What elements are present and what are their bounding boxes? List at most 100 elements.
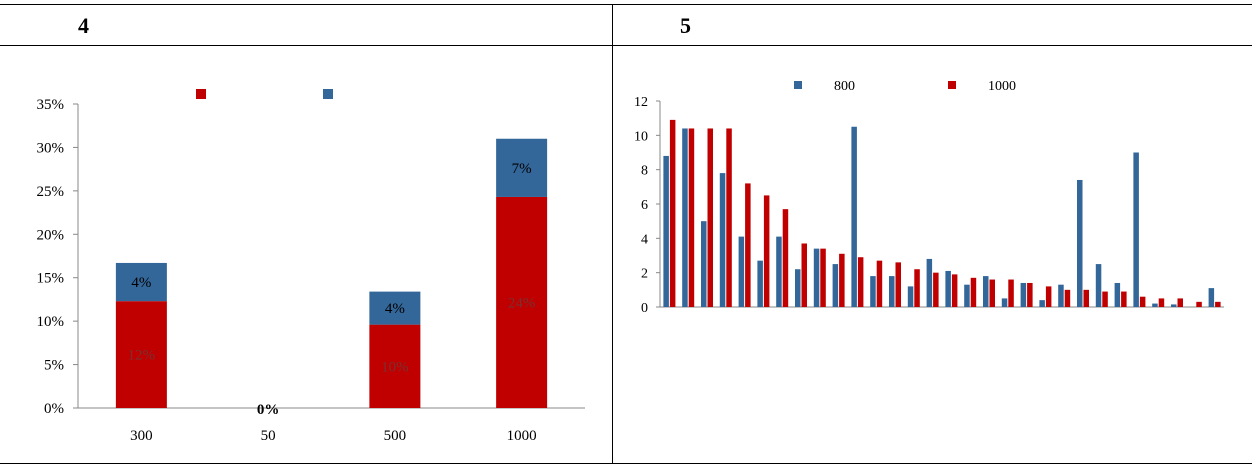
bar: [989, 279, 995, 307]
table-top-border: [0, 4, 1252, 5]
bar: [745, 183, 751, 307]
bar: [1027, 282, 1033, 307]
bar: [1139, 296, 1146, 307]
bar: [1121, 291, 1127, 307]
bar: [926, 258, 933, 307]
data-label: 7%: [512, 161, 532, 177]
bar: [707, 128, 713, 307]
bar: [857, 257, 864, 307]
legend-marker: [794, 81, 802, 89]
stacked-bar-chart: 0% 5% 10% 15% 20% 25% 30% 35% 300 12% 4% 50 0% 500 10%…: [37, 89, 585, 444]
y-tick-label: 12: [634, 95, 648, 110]
x-tick-label: 500: [384, 428, 407, 444]
bar: [870, 276, 876, 307]
bar: [669, 119, 676, 307]
y-tick-label: 5%: [44, 358, 64, 374]
bar: [726, 128, 732, 307]
bar: [1001, 298, 1008, 307]
data-label: 12%: [128, 348, 156, 364]
y-tick-label: 4: [641, 232, 648, 247]
bar: [719, 173, 726, 307]
bar: [782, 209, 789, 307]
bar: [1045, 286, 1052, 307]
x-tick-label: 50: [261, 428, 276, 444]
bar: [832, 264, 839, 307]
bar: [820, 248, 826, 307]
data-label: 4%: [385, 301, 405, 317]
bar: [1208, 288, 1215, 307]
bar: [763, 195, 770, 307]
bar: [1077, 179, 1083, 307]
bar: [1177, 298, 1183, 307]
bar: [889, 276, 895, 307]
bar: [1008, 279, 1014, 307]
legend-marker: [323, 89, 333, 99]
bar: [851, 126, 857, 307]
bar: [682, 128, 688, 307]
table-bottom-border: [0, 463, 1252, 464]
legend-marker: [948, 81, 956, 89]
bar: [951, 274, 958, 307]
y-tick-label: 20%: [37, 227, 65, 243]
bar: [839, 253, 845, 307]
y-tick-label: 0: [641, 301, 648, 316]
bar: [1133, 152, 1139, 307]
data-label: 0%: [257, 402, 280, 418]
grouped-bar-chart: 0 2 4 6 8 10 12 800 1000: [634, 79, 1224, 316]
bar: [738, 236, 745, 307]
bar-segment: [115, 301, 167, 408]
panel-label-4: 4: [78, 13, 89, 38]
x-tick-label: 300: [130, 428, 153, 444]
x-tick-label: 1000: [507, 428, 537, 444]
y-tick-label: 2: [641, 267, 648, 282]
y-tick-label: 10%: [37, 314, 65, 330]
bar: [1158, 298, 1165, 307]
bar: [933, 272, 939, 307]
bar: [876, 260, 883, 307]
y-tick-label: 15%: [37, 271, 65, 287]
legend-label: 1000: [988, 79, 1016, 94]
bar: [1020, 282, 1027, 307]
y-tick-label: 25%: [37, 184, 65, 200]
bar: [1039, 300, 1045, 307]
y-tick-label: 8: [641, 164, 648, 179]
panel-label-5: 5: [680, 13, 691, 38]
y-tick-label: 0%: [44, 401, 64, 417]
bar: [1152, 303, 1158, 307]
bar: [688, 128, 695, 307]
bar: [945, 270, 951, 307]
bar: [776, 236, 782, 307]
bar: [663, 155, 669, 307]
bar-segment: [496, 196, 548, 408]
bar: [1058, 284, 1064, 307]
y-tick-label: 30%: [37, 140, 65, 156]
legend-marker: [196, 89, 206, 99]
table-header-divider: [0, 45, 1252, 46]
bar: [983, 276, 989, 307]
bar: [1114, 282, 1121, 307]
bar: [701, 221, 707, 307]
y-tick-label: 6: [641, 198, 648, 213]
y-tick-label: 35%: [37, 97, 65, 113]
data-label: 4%: [131, 275, 151, 291]
bar-segment: [115, 262, 167, 302]
bar: [895, 262, 901, 307]
bar: [914, 269, 920, 307]
bar: [964, 284, 970, 307]
bar-segment: [496, 138, 548, 197]
bar: [1095, 264, 1102, 307]
bar: [1171, 304, 1177, 307]
y-tick-label: 10: [634, 129, 648, 144]
legend-label: 800: [834, 79, 855, 94]
bar: [1196, 301, 1202, 307]
data-label: 24%: [508, 295, 536, 311]
table-column-divider: [612, 4, 613, 464]
bar: [757, 260, 763, 307]
bar: [795, 269, 801, 307]
bar: [1064, 289, 1071, 307]
bar: [813, 248, 820, 307]
bar: [1083, 289, 1089, 307]
bar-segment: [369, 291, 421, 325]
bar: [907, 286, 914, 307]
